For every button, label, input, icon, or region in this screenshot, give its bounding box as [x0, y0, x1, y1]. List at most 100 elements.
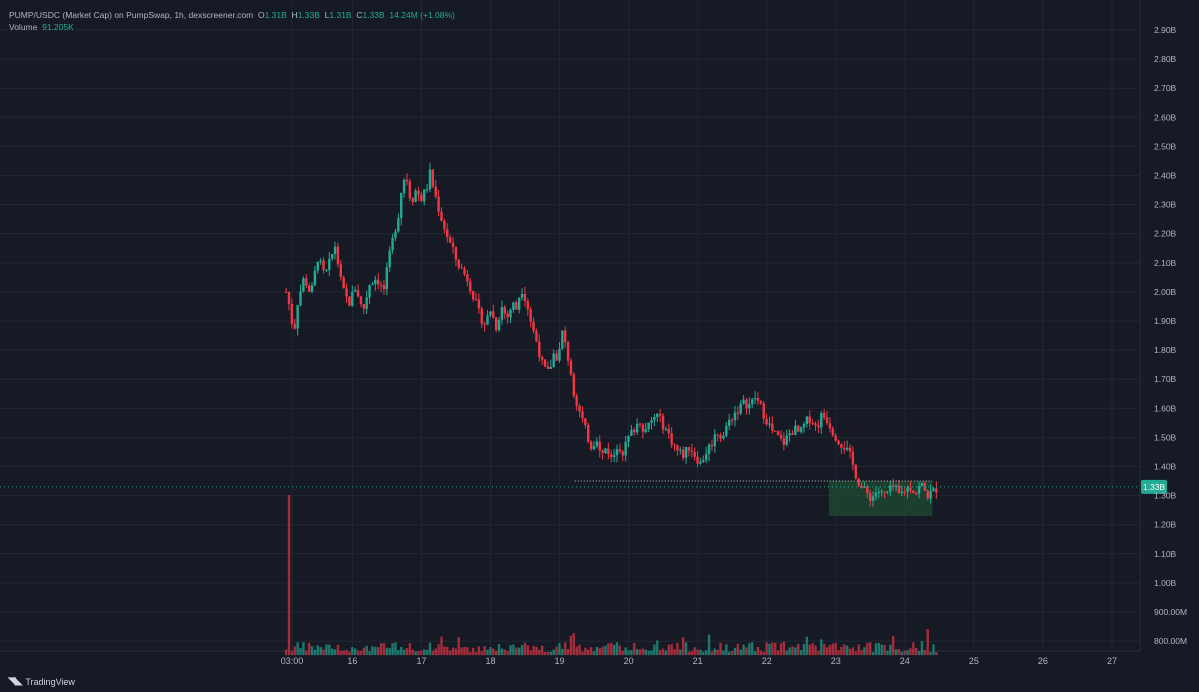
close-value: 1.33B	[362, 10, 385, 20]
volume-bar	[891, 636, 895, 656]
candle-up	[748, 404, 751, 409]
candle-down	[538, 341, 541, 358]
time-axis[interactable]: 03:00 16 17 18 19 20 21 22 23 24 25 26 27	[281, 656, 1117, 666]
candle-down	[618, 449, 622, 452]
candle-down	[359, 296, 363, 305]
candle-up	[845, 447, 849, 450]
volume-bar	[584, 647, 587, 656]
candle-up	[400, 192, 403, 219]
volume-label: Volume	[9, 22, 38, 32]
candle-down	[564, 330, 567, 343]
candle-down	[837, 440, 840, 445]
candle-down	[532, 321, 535, 332]
volume-bar	[894, 649, 898, 656]
y-tick-label: 2.50B	[1154, 141, 1177, 151]
low-label: L	[324, 10, 330, 20]
candle-up	[805, 416, 809, 424]
volume-bar	[538, 649, 541, 656]
candle-down	[670, 433, 673, 445]
volume-bar	[661, 648, 665, 656]
candle-down	[492, 311, 495, 318]
volume-bar	[520, 645, 524, 656]
candle-up	[489, 311, 492, 316]
candle-up	[802, 423, 806, 428]
volume-bar	[411, 649, 414, 656]
volume-bar	[880, 644, 883, 656]
volume-bar	[607, 643, 610, 656]
low-value: 1.31B	[329, 10, 352, 20]
volume-bar	[474, 652, 478, 656]
x-tick-label: 25	[969, 656, 979, 666]
candle-up	[751, 399, 754, 405]
candle-down	[474, 299, 478, 301]
volume-bar	[333, 649, 337, 656]
x-tick-label: 22	[762, 656, 772, 666]
volume-bar	[730, 650, 734, 656]
volume-bar	[494, 650, 498, 656]
candle-up	[704, 453, 708, 461]
volume-bar	[437, 644, 440, 656]
volume-bar	[742, 644, 745, 656]
candle-up	[647, 422, 650, 430]
candle-down	[463, 268, 466, 275]
candle-up	[707, 444, 711, 454]
candle-up	[414, 190, 417, 203]
volume-bar	[866, 642, 869, 656]
volume-bar	[656, 640, 659, 656]
candle-up	[788, 433, 791, 436]
candle-down	[362, 304, 366, 309]
volume-bar	[569, 635, 573, 656]
volume-bar	[408, 643, 412, 656]
candle-up	[333, 246, 337, 255]
volume-bar	[923, 650, 927, 656]
candle-up	[552, 353, 555, 367]
volume-bar	[420, 650, 423, 656]
x-tick-label: 26	[1038, 656, 1048, 666]
candle-down	[322, 260, 325, 271]
candle-up	[722, 435, 725, 439]
candle-down	[348, 296, 351, 306]
candle-down	[376, 279, 380, 285]
candle-down	[771, 423, 774, 431]
volume-bar	[506, 651, 509, 656]
candle-up	[656, 413, 659, 417]
candle-up	[917, 486, 921, 494]
volume-bar	[566, 649, 570, 656]
volume-bar	[774, 642, 777, 656]
candle-up	[500, 307, 504, 320]
candle-down	[765, 418, 768, 425]
candle-up	[630, 429, 633, 436]
candle-down	[693, 452, 696, 457]
candle-down	[526, 300, 530, 310]
volume-bar	[653, 644, 656, 656]
candle-down	[437, 196, 440, 212]
volume-bar	[549, 651, 553, 656]
candle-down	[540, 357, 544, 360]
volume-bar	[719, 642, 722, 656]
volume-bar	[877, 642, 881, 656]
volume-bar	[854, 651, 857, 656]
candle-down	[791, 433, 794, 435]
candle-down	[843, 447, 846, 450]
volume-bar	[305, 650, 308, 656]
volume-bar	[932, 644, 935, 656]
volume-bar	[575, 646, 578, 656]
volume-bar	[745, 647, 748, 656]
volume-bar	[886, 650, 889, 656]
candle-down	[710, 444, 714, 447]
volume-bar	[785, 650, 788, 656]
tradingview-footer[interactable]: ◥◣ TradingView	[8, 676, 75, 687]
candle-down	[454, 246, 458, 260]
candle-down	[523, 294, 527, 301]
price-axis[interactable]: 2.90B 2.80B 2.70B 2.60B 2.50B 2.40B 2.30B 2.20B…	[1154, 25, 1187, 646]
volume-bar	[356, 650, 360, 656]
range-zone	[828, 481, 933, 516]
candle-down	[443, 220, 446, 230]
volume-bar	[515, 647, 518, 656]
candle-up	[374, 279, 377, 285]
volume-bar	[633, 643, 636, 656]
volume-bar	[555, 646, 558, 656]
volume-bar	[874, 643, 878, 656]
volume-bar	[598, 648, 601, 656]
